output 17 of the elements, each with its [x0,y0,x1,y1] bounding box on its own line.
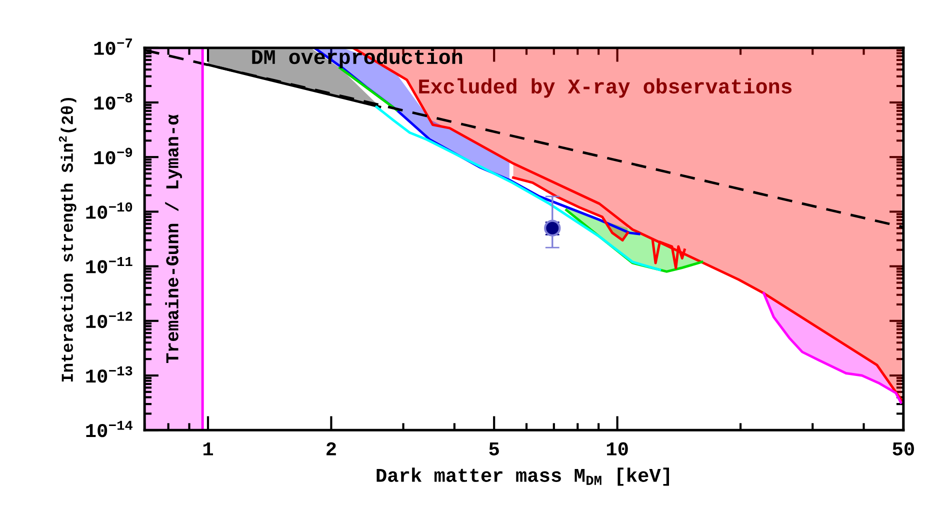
y-tick-label: 10$^{−14}$ [86,420,132,438]
y-tick-label: 10$^{−13}$ [86,366,132,383]
x-tick-label: 50 [892,442,914,456]
y-tick-label: 10$^{−9}$ [94,148,132,164]
y-tick-label: 10$^{−11}$ [86,256,132,274]
y-axis-title: Interaction strength Sin$^{2}$(2θ) [58,98,76,382]
x-tick-label: 1 [203,442,213,456]
y-tick-label: 10$^{−8}$ [94,93,132,110]
x-tick-label: 10 [606,442,628,456]
band-label: Tremaine-Gunn / Lyman-α [165,114,182,364]
x-tick-label: 5 [489,442,499,456]
annotation: Excluded by X-ray observations [419,78,792,98]
text: Dark matter mass M$_{DM}$ [keV] [376,468,669,486]
y-tick-label: 10$^{−12}$ [86,312,132,328]
x-tick-label: 2 [326,442,336,456]
y-tick-label: 10$^{−10}$ [86,202,132,219]
y-tick-label: 10$^{−7}$ [94,38,132,55]
